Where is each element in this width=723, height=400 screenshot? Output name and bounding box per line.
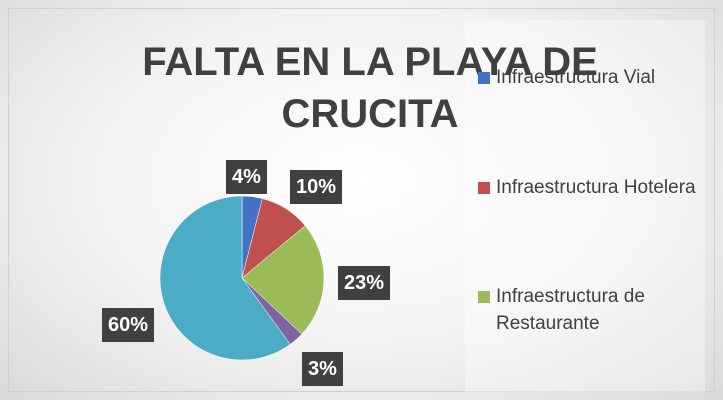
- pie-slice: [159, 195, 291, 361]
- legend-item: Infraestructura Hotelera: [478, 174, 706, 201]
- legend-swatch: [478, 291, 490, 303]
- legend-item: Infraestructura de Restaurante: [478, 283, 706, 337]
- legend-swatch: [478, 72, 490, 84]
- chart-border: [8, 8, 715, 392]
- data-label: 3%: [302, 352, 343, 386]
- data-label: 23%: [338, 266, 391, 300]
- legend-label: Infraestructura Hotelera: [496, 177, 696, 198]
- legend-area: [465, 20, 705, 392]
- pie-slice: [241, 225, 325, 335]
- legend-item: Infraestructura Vial: [478, 64, 706, 91]
- legend-swatch: [478, 182, 490, 194]
- legend-label: Infraestructura Vial: [496, 67, 656, 88]
- data-label: 10%: [290, 170, 343, 204]
- chart-title: FALTA EN LA PLAYA DE CRUCITA: [142, 40, 598, 136]
- data-label: 60%: [102, 308, 155, 342]
- legend-label: Infraestructura de Restaurante: [496, 286, 645, 334]
- data-label: 4%: [226, 160, 267, 194]
